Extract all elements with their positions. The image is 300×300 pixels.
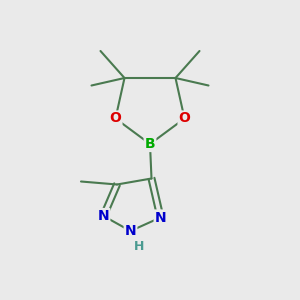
Text: O: O xyxy=(178,112,190,125)
Text: H: H xyxy=(134,240,144,253)
Text: N: N xyxy=(125,224,136,238)
Text: N: N xyxy=(155,211,166,224)
Text: O: O xyxy=(110,112,122,125)
Text: N: N xyxy=(98,209,109,223)
Text: B: B xyxy=(145,137,155,151)
